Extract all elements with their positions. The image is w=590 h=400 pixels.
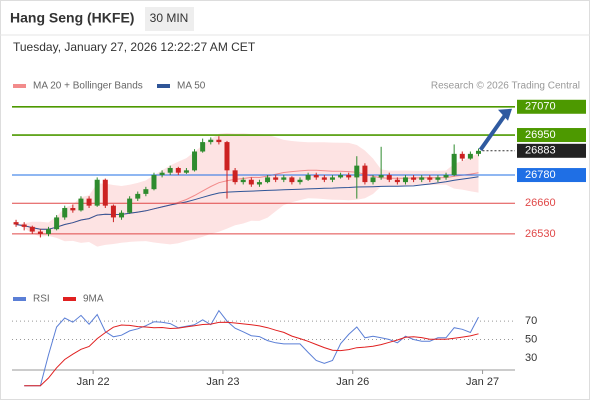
rsi-ma-line: [24, 321, 479, 387]
candle-body: [362, 165, 368, 183]
candle-body: [208, 139, 214, 143]
candle-body: [378, 175, 384, 178]
level-label: 26950: [525, 129, 556, 141]
candle-body: [216, 139, 222, 143]
candle-body: [78, 198, 84, 211]
level-label: 26530: [525, 228, 556, 240]
credit: Research © 2026 Trading Central: [431, 81, 580, 92]
candle-body: [102, 179, 108, 206]
candle-body: [21, 224, 27, 227]
candle-body: [281, 177, 287, 180]
candle-body: [86, 198, 92, 206]
candle-body: [459, 153, 465, 159]
candle-body: [183, 170, 189, 173]
candle-body: [167, 167, 173, 173]
candle-body: [427, 177, 433, 180]
legend-swatch: [157, 84, 170, 88]
candle-body: [321, 177, 327, 180]
candle-body: [46, 229, 52, 234]
legend-label: 9MA: [83, 294, 104, 305]
x-tick-label: Jan 27: [466, 376, 499, 388]
level-tag: [517, 168, 586, 183]
candle-body: [127, 198, 133, 213]
candle-body: [313, 175, 319, 178]
candle-body: [354, 165, 360, 178]
legend-swatch: [13, 84, 26, 88]
ma50-line: [16, 176, 479, 230]
candle-body: [240, 179, 246, 183]
rsi-tick-label: 50: [525, 333, 537, 345]
candle-body: [192, 151, 198, 171]
interval-box: [145, 7, 194, 31]
candle-body: [94, 179, 100, 206]
target-arrow: [478, 112, 508, 151]
chart-title: Hang Seng (HKFE): [10, 10, 134, 26]
candle-body: [435, 177, 441, 180]
candle-body: [151, 175, 157, 190]
candle-body: [200, 142, 206, 152]
level-label: 26660: [525, 197, 556, 209]
x-tick-label: Jan 22: [77, 376, 110, 388]
candle-body: [443, 175, 449, 178]
candle-body: [135, 193, 141, 199]
candle-body: [297, 179, 303, 183]
candle-body: [224, 142, 230, 171]
last-price-tag: [517, 143, 586, 158]
candle-body: [346, 175, 352, 178]
candle-body: [13, 222, 19, 225]
candle-body: [475, 150, 481, 154]
candle-body: [370, 177, 376, 183]
candle-body: [394, 179, 400, 183]
candle-body: [329, 177, 335, 180]
candle-body: [402, 177, 408, 183]
candle-body: [110, 205, 116, 218]
timestamp: Tuesday, January 27, 2026 12:22:27 AM CE…: [13, 40, 256, 54]
legend-label: MA 50: [177, 81, 206, 92]
candle-body: [305, 175, 311, 180]
candle-body: [248, 179, 254, 185]
x-tick-label: Jan 23: [206, 376, 239, 388]
candle-body: [29, 226, 35, 232]
candle-body: [143, 189, 149, 194]
candle-body: [338, 175, 344, 178]
legend-swatch: [13, 297, 26, 301]
candle-body: [289, 177, 295, 183]
bollinger-band: [16, 133, 479, 247]
rsi-tick-label: 70: [525, 315, 537, 327]
candle-body: [62, 208, 68, 218]
candle-body: [411, 177, 417, 180]
candle-body: [273, 177, 279, 180]
candle-body: [159, 172, 165, 176]
legend-label: MA 20 + Bollinger Bands: [33, 81, 143, 92]
candle-body: [37, 231, 43, 234]
level-label: 26780: [525, 169, 556, 181]
candle-body: [54, 217, 60, 230]
candle-body: [256, 182, 262, 185]
last-price-label: 26883: [525, 145, 556, 157]
candle-body: [119, 212, 125, 218]
level-tag: [517, 99, 586, 114]
candle-body: [265, 177, 271, 183]
candle-body: [386, 175, 392, 180]
level-label: 27070: [525, 101, 556, 113]
candle-body: [467, 153, 473, 159]
target-arrowhead: [498, 108, 512, 121]
interval: 30 MIN: [150, 11, 189, 25]
candle-body: [232, 170, 238, 183]
x-tick-label: Jan 26: [336, 376, 369, 388]
legend-label: RSI: [33, 294, 50, 305]
candle-body: [70, 208, 76, 211]
candle-body: [419, 177, 425, 180]
candle-body: [175, 167, 181, 173]
rsi-tick-label: 30: [525, 352, 537, 364]
level-tag: [517, 128, 586, 143]
candle-body: [451, 153, 457, 176]
legend-swatch: [63, 297, 76, 301]
